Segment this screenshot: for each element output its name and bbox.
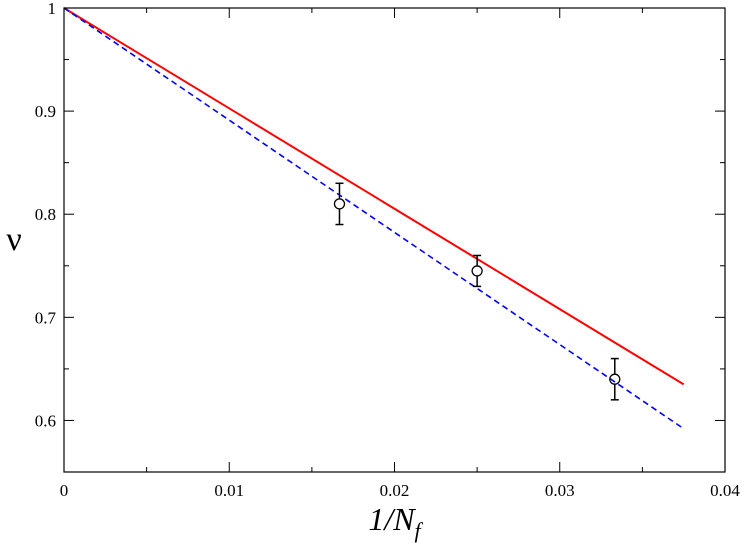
x-axis-label-subscript: f: [415, 518, 424, 543]
x-tick-label: 0.04: [710, 481, 740, 500]
ticks-layer: [63, 7, 726, 472]
dashed-fit-line: [63, 7, 685, 430]
y-tick-label: 0.8: [35, 205, 56, 224]
y-tick-label: 0.9: [35, 102, 56, 121]
x-tick-label: 0.01: [214, 481, 244, 500]
y-tick-label: 0.7: [35, 308, 57, 327]
x-axis-label-main: 1/N: [368, 501, 416, 537]
data-point: [609, 373, 621, 385]
x-tick-labels: 0 0.01 0.02 0.03 0.04: [60, 481, 741, 500]
data-point: [333, 198, 346, 210]
y-tick-label: 1: [48, 0, 57, 18]
solid-fit-line: [63, 7, 685, 386]
series-layer: [63, 7, 685, 430]
y-tick-labels: 0.6 0.7 0.8 0.9 1: [35, 0, 57, 430]
x-tick-label: 0: [60, 481, 69, 500]
y-axis-label: ν: [6, 221, 21, 258]
y-tick-label: 0.6: [35, 411, 56, 430]
plot-frame: [63, 7, 726, 473]
x-axis-label: 1/Nf: [368, 501, 423, 543]
data-point: [471, 265, 483, 277]
x-tick-label: 0.02: [380, 481, 410, 500]
x-tick-label: 0.03: [545, 481, 575, 500]
